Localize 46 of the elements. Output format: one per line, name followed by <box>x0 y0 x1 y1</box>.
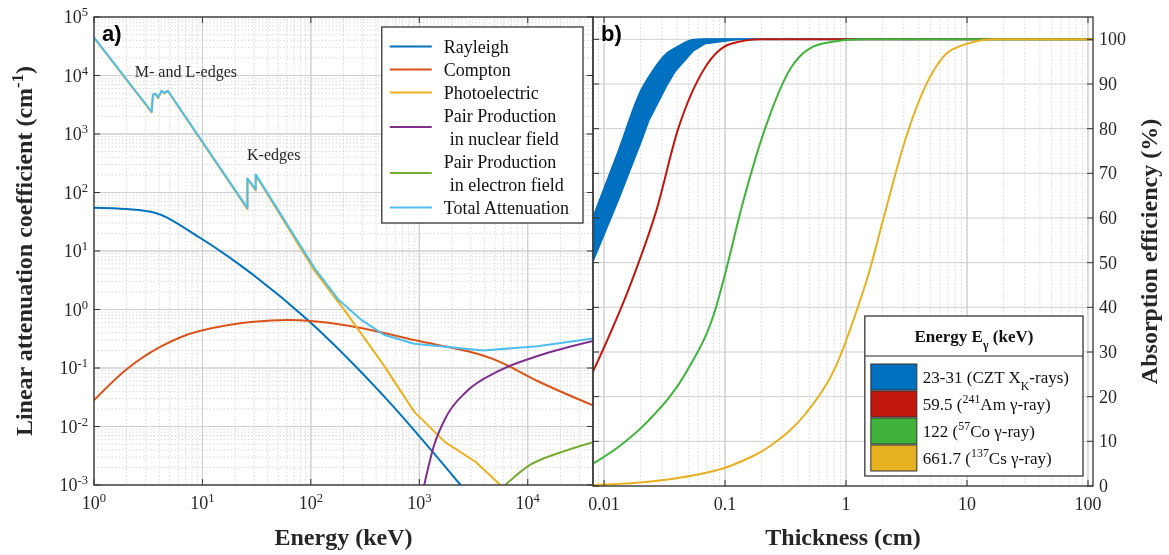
y2-tick-label: 20 <box>1099 386 1117 407</box>
x-tick-label: 0.01 <box>588 494 620 514</box>
x-tick-label: 0.1 <box>713 494 737 514</box>
legend-title: Energy E$_{γ}$ (keV) <box>914 327 1034 352</box>
annotation: M- and L-edges <box>134 62 237 81</box>
y2-tick-label: 0 <box>1099 476 1108 496</box>
legend-label: Pair Production in nuclear field <box>443 106 559 149</box>
y-tick-label: 10$^{0}$ <box>63 297 88 320</box>
y-tick-label: 10$^{-2}$ <box>59 414 88 437</box>
x-axis-title: Energy (keV) <box>274 524 413 550</box>
legend-label: 122 ($^{57}$Co γ-ray) <box>922 419 1035 441</box>
y2-tick-label: 70 <box>1099 163 1117 184</box>
y2-tick-label: 80 <box>1099 118 1117 139</box>
annotation: a) <box>102 21 122 46</box>
x-tick-label: 10$^{1}$ <box>190 491 215 513</box>
legend-label: Total Attenuation <box>443 198 569 218</box>
legend-label: 661.7 ($^{137}$Cs γ-ray) <box>922 446 1052 468</box>
legend-label: Compton <box>443 60 511 80</box>
y2-tick-label: 40 <box>1099 297 1117 318</box>
y2-tick-label: 100 <box>1099 29 1126 50</box>
x-tick-label: 10 <box>958 494 977 514</box>
x-tick-label: 10$^{2}$ <box>298 491 324 513</box>
y2-axis-title: Absorption efficiency (%) <box>1136 118 1162 385</box>
y2-tick-label: 60 <box>1099 208 1117 228</box>
legend-label: Rayleigh <box>443 37 509 57</box>
y2-tick-label: 90 <box>1099 74 1117 94</box>
x-tick-label: 100 <box>1074 494 1102 514</box>
annotation: K-edges <box>247 146 301 165</box>
y-tick-label: 10$^{3}$ <box>63 122 88 144</box>
x-tick-label: 10$^{3}$ <box>407 491 432 513</box>
y2-tick-label: 10 <box>1099 431 1117 452</box>
y2-tick-label: 50 <box>1099 252 1117 273</box>
y-tick-label: 10$^{4}$ <box>63 63 89 86</box>
x-tick-label: 1 <box>841 494 851 514</box>
legend-label: Photoelectric <box>443 83 539 103</box>
legend-label: 23-31 (CZT X$_{K}$-rays) <box>922 368 1069 393</box>
x-axis-title: Thickness (cm) <box>765 524 921 550</box>
x-tick-label: 10$^{4}$ <box>515 491 541 513</box>
legend-label: Pair Production in electron field <box>443 152 564 195</box>
y-tick-label: 10$^{-1}$ <box>59 356 88 378</box>
y-tick-label: 10$^{5}$ <box>63 5 88 27</box>
legend-label: 59.5 ($^{241}$Am γ-ray) <box>922 392 1051 414</box>
annotation: b) <box>601 21 622 46</box>
y-tick-label: 10$^{1}$ <box>63 239 88 261</box>
y-tick-label: 10$^{2}$ <box>63 180 88 203</box>
y2-tick-label: 30 <box>1099 342 1117 362</box>
